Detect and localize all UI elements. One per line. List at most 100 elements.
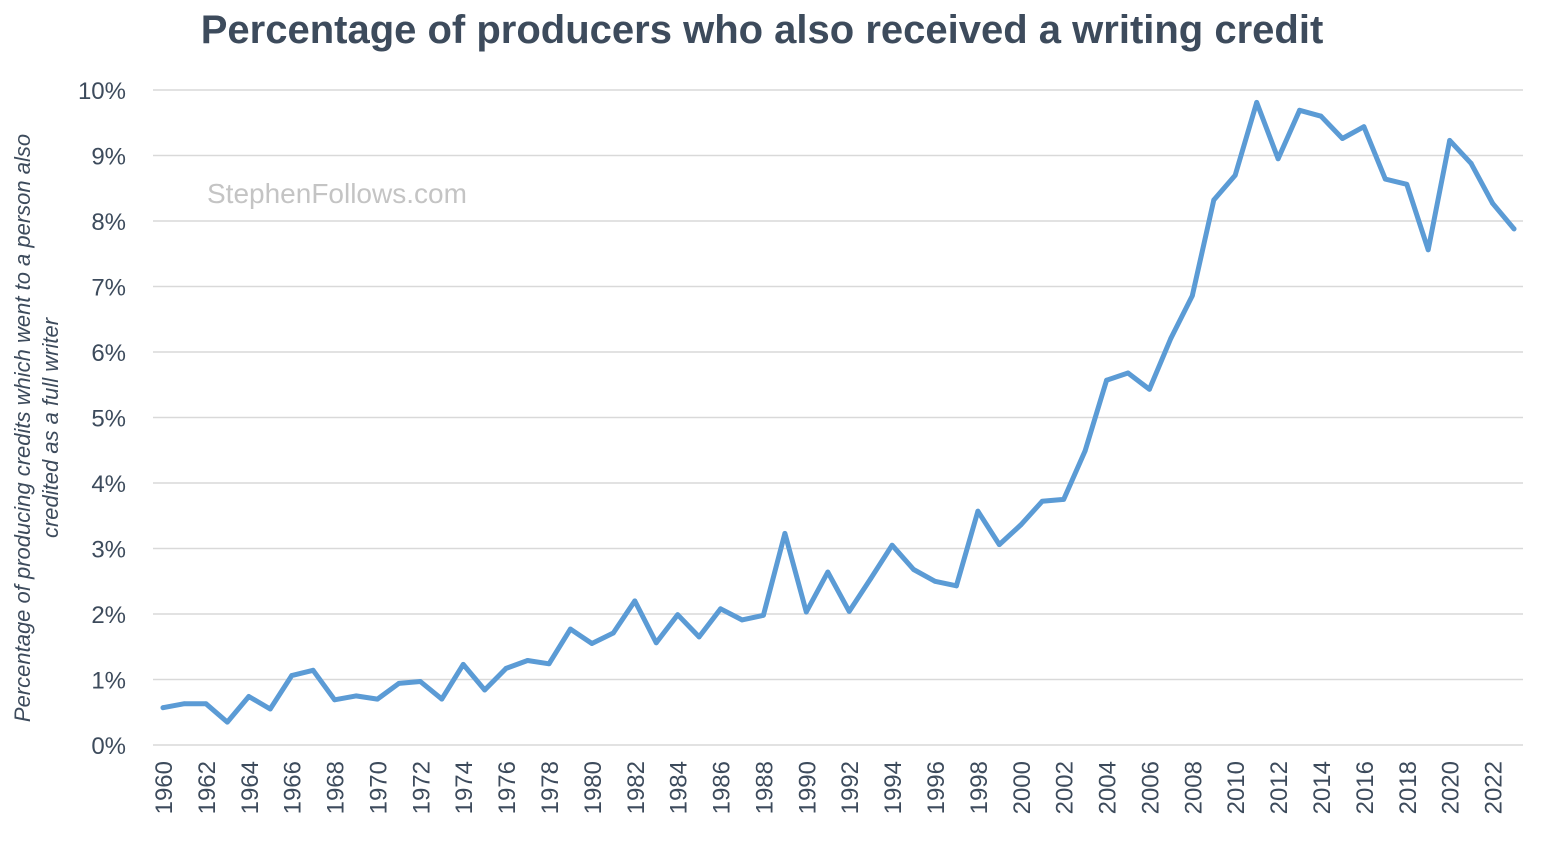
data-point <box>246 694 252 699</box>
x-tick-label: 1964 <box>237 761 264 814</box>
x-tick-label: 1982 <box>623 761 650 814</box>
y-tick-label: 5% <box>91 406 126 433</box>
data-point <box>1297 107 1302 113</box>
data-point <box>1275 156 1281 162</box>
data-point <box>1340 136 1345 141</box>
data-point <box>396 681 402 686</box>
data-point <box>954 583 959 589</box>
x-tick-label: 2000 <box>1009 761 1036 814</box>
data-point <box>1254 100 1260 105</box>
data-point <box>1018 522 1024 528</box>
y-axis-label: Percentage of producing credits which we… <box>10 134 63 722</box>
data-point <box>1361 124 1367 130</box>
data-point <box>1447 138 1453 143</box>
data-point <box>353 693 359 699</box>
data-point <box>439 696 445 702</box>
y-tick-label: 2% <box>91 602 126 629</box>
data-point <box>911 567 916 572</box>
data-point <box>1490 200 1495 206</box>
data-point <box>546 661 552 667</box>
series-line <box>160 99 1517 725</box>
data-point <box>503 665 509 671</box>
data-point <box>1468 160 1474 166</box>
x-tick-label: 2014 <box>1309 761 1336 814</box>
y-tick-label: 0% <box>91 733 126 760</box>
chart-title: Percentage of producers who also receive… <box>201 8 1324 52</box>
data-point <box>1318 113 1324 119</box>
data-point <box>417 679 423 684</box>
data-point <box>310 667 316 673</box>
data-point <box>932 578 938 584</box>
data-point <box>1039 498 1045 504</box>
y-tick-label: 7% <box>91 275 126 302</box>
data-point <box>975 508 981 514</box>
data-point <box>1211 197 1217 203</box>
x-tick-label: 1960 <box>151 761 178 814</box>
watermark-text: StephenFollows.com <box>207 178 467 209</box>
x-tick-label: 1990 <box>794 761 821 814</box>
data-point <box>568 626 573 632</box>
data-point <box>610 630 616 636</box>
data-point <box>1382 176 1388 182</box>
data-point <box>589 641 595 646</box>
x-tick-label: 1966 <box>280 761 307 814</box>
y-axis-ticks: 0% 1% 2% 3% 4% 5% 6% 7% 8% 9% 10% <box>78 78 126 760</box>
y-tick-label: 8% <box>91 209 126 236</box>
x-tick-label: 1988 <box>751 761 778 814</box>
x-tick-label: 2008 <box>1180 761 1207 814</box>
data-point <box>782 531 788 536</box>
data-point <box>203 701 209 707</box>
y-tick-label: 9% <box>91 144 126 171</box>
data-point <box>1082 448 1088 454</box>
y-tick-label: 1% <box>91 668 126 695</box>
x-tick-label: 1984 <box>666 761 693 814</box>
x-tick-label: 1970 <box>365 761 392 814</box>
y-axis-label-line-2: credited as a full writer <box>38 316 63 538</box>
y-tick-label: 10% <box>78 78 126 105</box>
x-tick-label: 1974 <box>451 761 478 814</box>
x-tick-label: 2020 <box>1438 761 1465 814</box>
x-tick-label: 1962 <box>194 761 221 814</box>
x-tick-label: 1998 <box>966 761 993 814</box>
x-tick-label: 1992 <box>837 761 864 814</box>
data-point <box>803 609 809 615</box>
data-point <box>267 706 273 712</box>
plot-area <box>160 99 1517 725</box>
x-tick-label: 1972 <box>408 761 435 814</box>
x-tick-label: 2004 <box>1095 761 1122 814</box>
data-point <box>718 606 723 612</box>
data-point <box>761 612 766 618</box>
data-point <box>1404 181 1410 187</box>
data-point <box>696 634 702 640</box>
x-tick-label: 1978 <box>537 761 564 814</box>
x-axis-ticks: 1960 1962 1964 1966 1968 1970 1972 1974 1976 1978… <box>151 761 1508 814</box>
data-point <box>653 640 659 646</box>
data-point <box>375 696 380 702</box>
data-point <box>1104 377 1109 383</box>
data-point <box>1147 386 1152 392</box>
data-point <box>1232 172 1238 178</box>
x-tick-label: 1968 <box>323 761 350 814</box>
y-tick-label: 3% <box>91 537 126 564</box>
x-tick-label: 2022 <box>1481 761 1508 814</box>
x-tick-label: 1976 <box>494 761 521 814</box>
x-tick-label: 2002 <box>1052 761 1079 814</box>
data-point <box>1168 335 1174 341</box>
data-point <box>482 687 488 693</box>
data-point <box>739 617 745 623</box>
x-tick-label: 1986 <box>709 761 736 814</box>
x-tick-label: 2012 <box>1266 761 1293 814</box>
data-point <box>160 705 166 711</box>
data-point <box>825 569 831 575</box>
x-tick-label: 2018 <box>1395 761 1422 814</box>
x-tick-label: 1996 <box>923 761 950 814</box>
data-point <box>525 658 530 663</box>
data-point <box>846 608 852 614</box>
y-axis-label-line-1: Percentage of producing credits which we… <box>10 134 35 722</box>
x-tick-label: 1994 <box>880 761 907 814</box>
data-points <box>160 100 1517 725</box>
data-point <box>1061 496 1067 502</box>
y-tick-label: 4% <box>91 471 126 498</box>
data-point <box>632 598 638 604</box>
